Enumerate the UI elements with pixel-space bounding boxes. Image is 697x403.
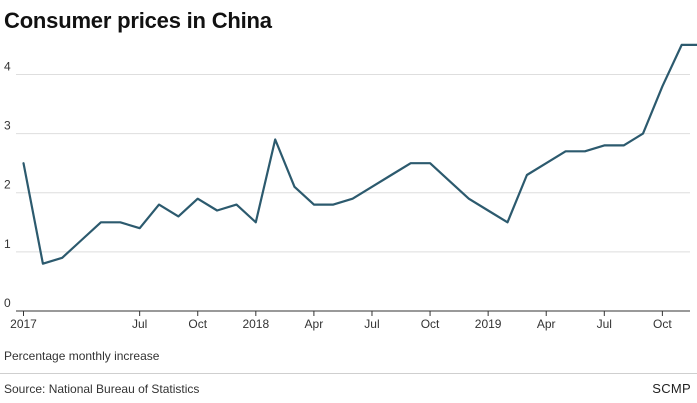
x-axis-ticks: 2017 Jul Oct 2018 Apr Jul Oct 2019 Apr Jul Oct	[10, 311, 672, 331]
x-tick-label: Jul	[364, 317, 379, 331]
chart-title: Consumer prices in China	[4, 8, 272, 33]
y-axis-ticks: 0 1 2 3 4	[4, 59, 11, 310]
gridlines	[16, 73, 690, 312]
x-tick-label: Apr	[537, 317, 556, 331]
y-tick-label: 4	[4, 59, 11, 73]
y-tick-label: 1	[4, 237, 11, 251]
series-layer	[22, 43, 697, 265]
y-tick-label: 3	[4, 119, 11, 133]
brand-logo: SCMP	[652, 381, 691, 396]
x-tick-label: Jul	[132, 317, 147, 331]
x-tick-label: 2018	[242, 317, 269, 331]
source-label: Source: National Bureau of Statistics	[4, 382, 200, 396]
y-tick-label: 2	[4, 178, 11, 192]
y-tick-label: 0	[4, 296, 11, 310]
footer-divider	[0, 373, 697, 374]
chart-note: Percentage monthly increase	[4, 349, 160, 363]
x-tick-label: Oct	[421, 317, 440, 331]
series-line	[22, 43, 697, 265]
x-tick-label: 2017	[10, 317, 37, 331]
x-tick-label: Apr	[305, 317, 324, 331]
x-tick-label: Jul	[597, 317, 612, 331]
x-tick-label: Oct	[653, 317, 672, 331]
x-tick-label: Oct	[188, 317, 207, 331]
x-tick-label: 2019	[475, 317, 502, 331]
